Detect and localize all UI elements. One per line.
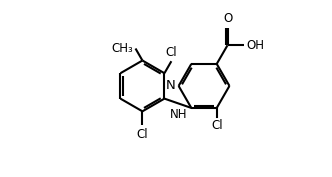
Text: O: O [223, 12, 232, 25]
Text: NH: NH [170, 108, 187, 121]
Text: Cl: Cl [166, 46, 177, 59]
Text: N: N [166, 79, 176, 92]
Text: OH: OH [247, 39, 265, 52]
Text: CH₃: CH₃ [112, 42, 133, 55]
Text: Cl: Cl [211, 119, 222, 132]
Text: Cl: Cl [136, 127, 148, 141]
